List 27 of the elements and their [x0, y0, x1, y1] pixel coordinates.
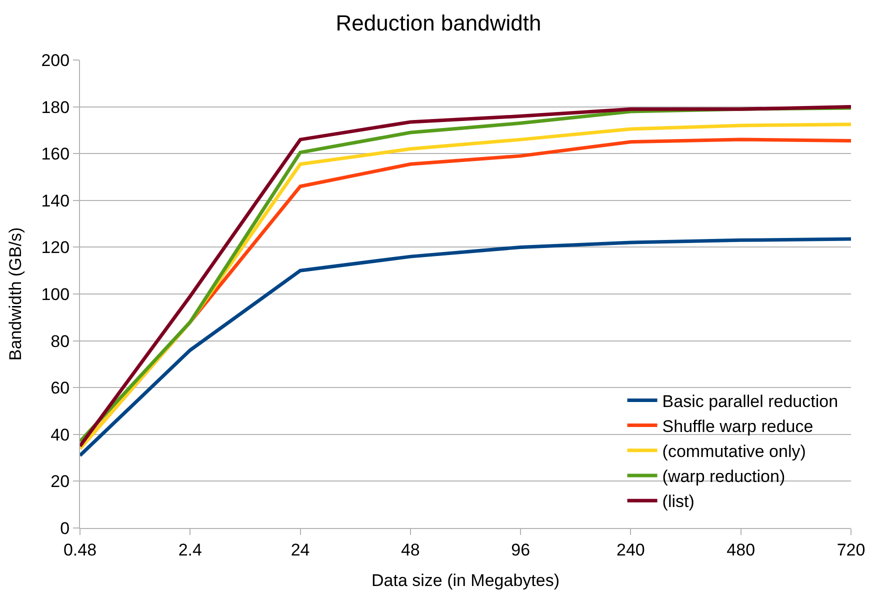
y-tick-label: 60 — [50, 378, 70, 398]
y-tick-label: 40 — [50, 425, 70, 444]
x-tick-label: 2.4 — [178, 540, 202, 560]
x-tick-label: 480 — [726, 540, 756, 560]
x-tick-label: 240 — [616, 540, 645, 560]
chart-title: Reduction bandwidth — [336, 10, 542, 36]
x-tick-label: 96 — [511, 540, 530, 560]
y-tick-label: 0 — [60, 518, 70, 538]
x-tick-label: 24 — [290, 540, 310, 560]
y-tick-label: 20 — [50, 472, 70, 492]
y-axis-title: Bandwidth (GB/s) — [6, 227, 25, 361]
y-tick-label: 140 — [41, 191, 70, 210]
x-tick-label: 48 — [400, 540, 420, 560]
legend-label: (commutative only) — [662, 442, 806, 462]
legend-label: (list) — [662, 492, 694, 512]
x-tick-label: 720 — [836, 540, 866, 560]
legend-label: Shuffle warp reduce — [662, 416, 814, 436]
legend-label: Basic parallel reduction — [662, 392, 838, 411]
x-tick-label: 0.48 — [63, 540, 97, 560]
y-tick-label: 100 — [41, 284, 70, 304]
y-tick-label: 120 — [41, 238, 70, 258]
x-axis-title: Data size (in Megabytes) — [371, 570, 560, 590]
y-tick-label: 160 — [41, 144, 70, 164]
y-tick-label: 180 — [41, 98, 70, 117]
legend-label: (warp reduction) — [662, 467, 786, 486]
y-tick-label: 80 — [50, 332, 70, 351]
y-tick-label: 200 — [41, 50, 70, 70]
